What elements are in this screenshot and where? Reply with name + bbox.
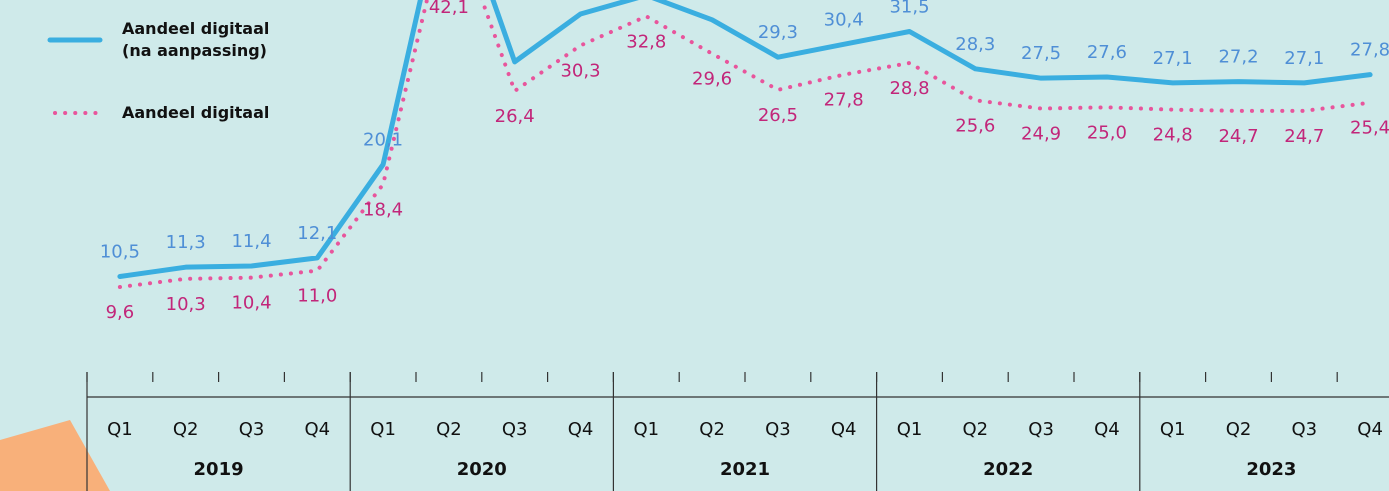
data-label: 11,4 — [231, 231, 271, 252]
x-tick-label: Q3 — [765, 419, 791, 440]
x-tick-label: Q2 — [173, 419, 199, 440]
data-label: 10,3 — [166, 294, 206, 315]
data-label: 30,4 — [824, 9, 864, 30]
x-tick-label: Q2 — [699, 419, 725, 440]
data-label: 25,6 — [955, 115, 995, 136]
data-label: 27,2 — [1218, 47, 1258, 68]
data-label: 10,5 — [100, 242, 140, 263]
x-tick-label: Q3 — [1291, 419, 1317, 440]
data-label: 27,1 — [1153, 48, 1193, 69]
data-label: 29,3 — [758, 22, 798, 43]
data-label: 24,7 — [1218, 126, 1258, 147]
data-label: 27,8 — [824, 90, 864, 111]
x-tick-label: Q4 — [568, 419, 594, 440]
data-label: 25,4 — [1350, 118, 1389, 139]
data-label: 10,4 — [231, 293, 271, 314]
x-tick-label: Q4 — [831, 419, 857, 440]
legend-label: Aandeel digitaal (na aanpassing) — [122, 18, 282, 62]
data-label: 31,5 — [889, 0, 929, 18]
year-label: 2019 — [194, 459, 244, 480]
year-label: 2022 — [983, 459, 1033, 480]
chart-svg: Q1 Q2 Q3 Q4 Q1 Q2 Q3 Q4 Q1 Q2 Q3 Q4 Q1 Q2 Q3 Q4 Q1 Q2 Q3 Q4… — [0, 0, 1389, 491]
data-label: 9,6 — [106, 302, 135, 323]
year-label: 2021 — [720, 459, 770, 480]
data-label: 30,3 — [560, 61, 600, 82]
x-tick-label: Q2 — [436, 419, 462, 440]
data-label: 29,6 — [692, 69, 732, 90]
data-label: 24,8 — [1153, 125, 1193, 146]
year-label: 2020 — [457, 459, 507, 480]
data-label: 42,1 — [429, 0, 469, 18]
year-label: 2023 — [1246, 459, 1296, 480]
data-label: 28,3 — [955, 34, 995, 55]
data-label: 27,5 — [1021, 43, 1061, 64]
legend-label: Aandeel digitaal — [122, 102, 322, 124]
data-label: 25,0 — [1087, 122, 1127, 143]
data-label: 27,8 — [1350, 40, 1389, 61]
data-label: 26,5 — [758, 105, 798, 126]
data-label: 32,8 — [626, 31, 666, 52]
data-label: 20,1 — [363, 130, 403, 151]
x-tick-label: Q4 — [1357, 419, 1383, 440]
x-tick-label: Q3 — [239, 419, 265, 440]
data-label: 24,9 — [1021, 124, 1061, 145]
x-tick-label: Q3 — [1028, 419, 1054, 440]
x-tick-label: Q1 — [1160, 419, 1186, 440]
data-label: 11,0 — [297, 286, 337, 307]
data-label: 28,8 — [889, 78, 929, 99]
x-tick-label: Q1 — [107, 419, 133, 440]
x-tick-label: Q3 — [502, 419, 528, 440]
x-tick-label: Q4 — [304, 419, 330, 440]
chart: Q1 Q2 Q3 Q4 Q1 Q2 Q3 Q4 Q1 Q2 Q3 Q4 Q1 Q2 Q3 Q4 Q1 Q2 Q3 Q4… — [0, 0, 1389, 491]
data-label: 24,7 — [1284, 126, 1324, 147]
data-label: 26,4 — [495, 106, 535, 127]
x-tick-label: Q2 — [962, 419, 988, 440]
data-label: 12,1 — [297, 223, 337, 244]
x-tick-label: Q1 — [370, 419, 396, 440]
x-tick-label: Q4 — [1094, 419, 1120, 440]
data-label: 27,1 — [1284, 48, 1324, 69]
x-tick-label: Q1 — [897, 419, 923, 440]
x-tick-label: Q1 — [633, 419, 659, 440]
data-label: 18,4 — [363, 199, 403, 220]
data-label: 11,3 — [166, 232, 206, 253]
x-tick-label: Q2 — [1226, 419, 1252, 440]
data-label: 27,6 — [1087, 42, 1127, 63]
decoration — [0, 420, 110, 491]
